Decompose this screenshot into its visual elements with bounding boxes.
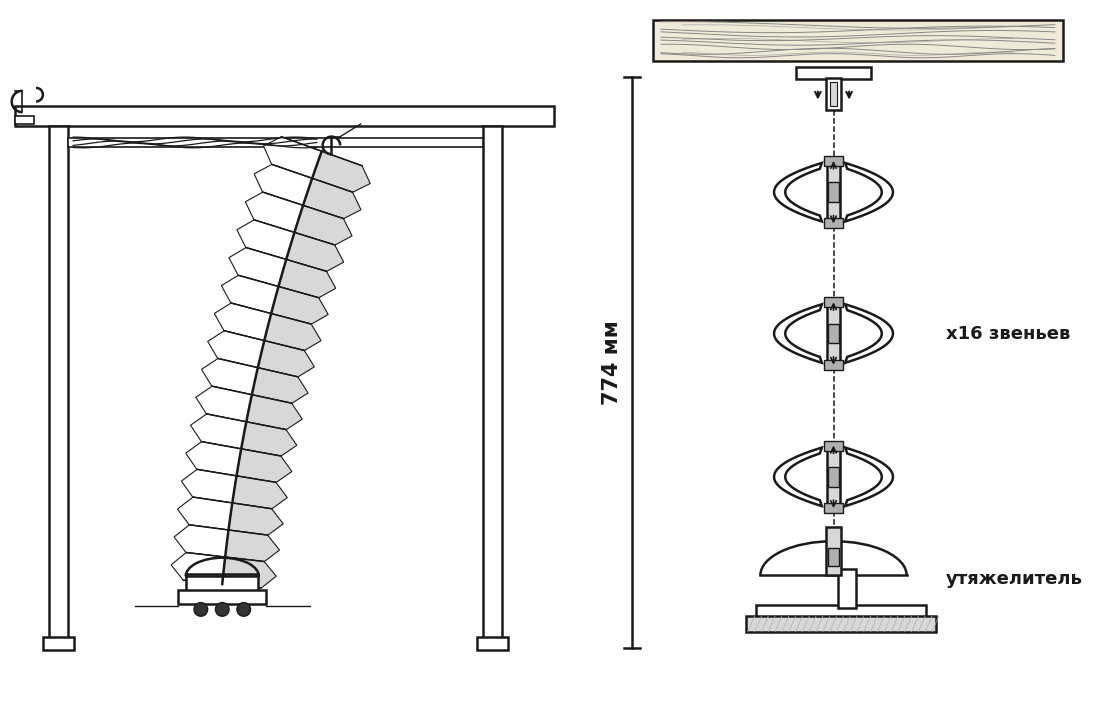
Polygon shape (286, 232, 343, 271)
Bar (839, 569, 856, 608)
Polygon shape (295, 205, 352, 245)
Polygon shape (207, 331, 265, 367)
Polygon shape (774, 163, 822, 222)
Bar (823, 441, 843, 450)
Bar (828, 183, 840, 202)
Bar (49, 126, 69, 639)
Bar (483, 126, 502, 639)
Polygon shape (196, 386, 252, 422)
Polygon shape (237, 220, 295, 259)
Polygon shape (278, 259, 336, 298)
Polygon shape (177, 497, 233, 530)
Text: утяжелитель: утяжелитель (945, 570, 1083, 588)
Bar (756, 605, 926, 618)
Polygon shape (174, 525, 228, 557)
Bar (825, 78, 841, 110)
Bar (823, 360, 843, 370)
Polygon shape (245, 192, 304, 232)
Text: 774 мм: 774 мм (603, 321, 623, 405)
Bar (14, 116, 34, 124)
Polygon shape (258, 341, 315, 377)
Polygon shape (182, 469, 236, 503)
Bar (830, 82, 838, 106)
Polygon shape (186, 442, 242, 476)
Polygon shape (233, 476, 287, 509)
Polygon shape (171, 552, 225, 584)
Polygon shape (845, 163, 893, 222)
Text: x16 звеньев: x16 звеньев (945, 324, 1070, 343)
Polygon shape (214, 303, 271, 341)
Polygon shape (265, 314, 321, 350)
Bar (825, 527, 841, 576)
Polygon shape (774, 304, 822, 362)
Bar (746, 616, 936, 632)
Bar (14, 106, 554, 126)
Polygon shape (229, 248, 286, 287)
Bar (827, 158, 840, 227)
Circle shape (237, 603, 250, 616)
Bar (178, 590, 266, 603)
Bar (827, 299, 840, 367)
Bar (823, 219, 843, 228)
Bar (43, 636, 74, 651)
Circle shape (215, 603, 229, 616)
Polygon shape (254, 164, 312, 205)
Bar (69, 137, 483, 147)
Circle shape (194, 603, 207, 616)
Bar (828, 548, 840, 566)
Polygon shape (242, 422, 297, 456)
Bar (827, 442, 840, 511)
Bar (823, 156, 843, 166)
Polygon shape (252, 367, 308, 404)
Polygon shape (222, 275, 278, 314)
Polygon shape (225, 530, 279, 561)
Bar (823, 297, 843, 307)
Polygon shape (202, 358, 258, 394)
Polygon shape (228, 503, 284, 535)
Polygon shape (223, 557, 276, 588)
Bar (476, 636, 507, 651)
Polygon shape (246, 394, 302, 430)
Bar (186, 574, 258, 592)
Polygon shape (774, 447, 822, 506)
Polygon shape (236, 449, 291, 482)
Polygon shape (845, 304, 893, 362)
Polygon shape (271, 287, 328, 324)
Polygon shape (264, 137, 321, 178)
Polygon shape (191, 414, 246, 449)
Bar (828, 467, 840, 486)
Bar (797, 67, 871, 79)
Polygon shape (304, 178, 361, 219)
Polygon shape (845, 447, 893, 506)
Bar (828, 324, 840, 343)
Polygon shape (312, 152, 370, 193)
Bar (653, 20, 1063, 61)
Bar (823, 503, 843, 513)
